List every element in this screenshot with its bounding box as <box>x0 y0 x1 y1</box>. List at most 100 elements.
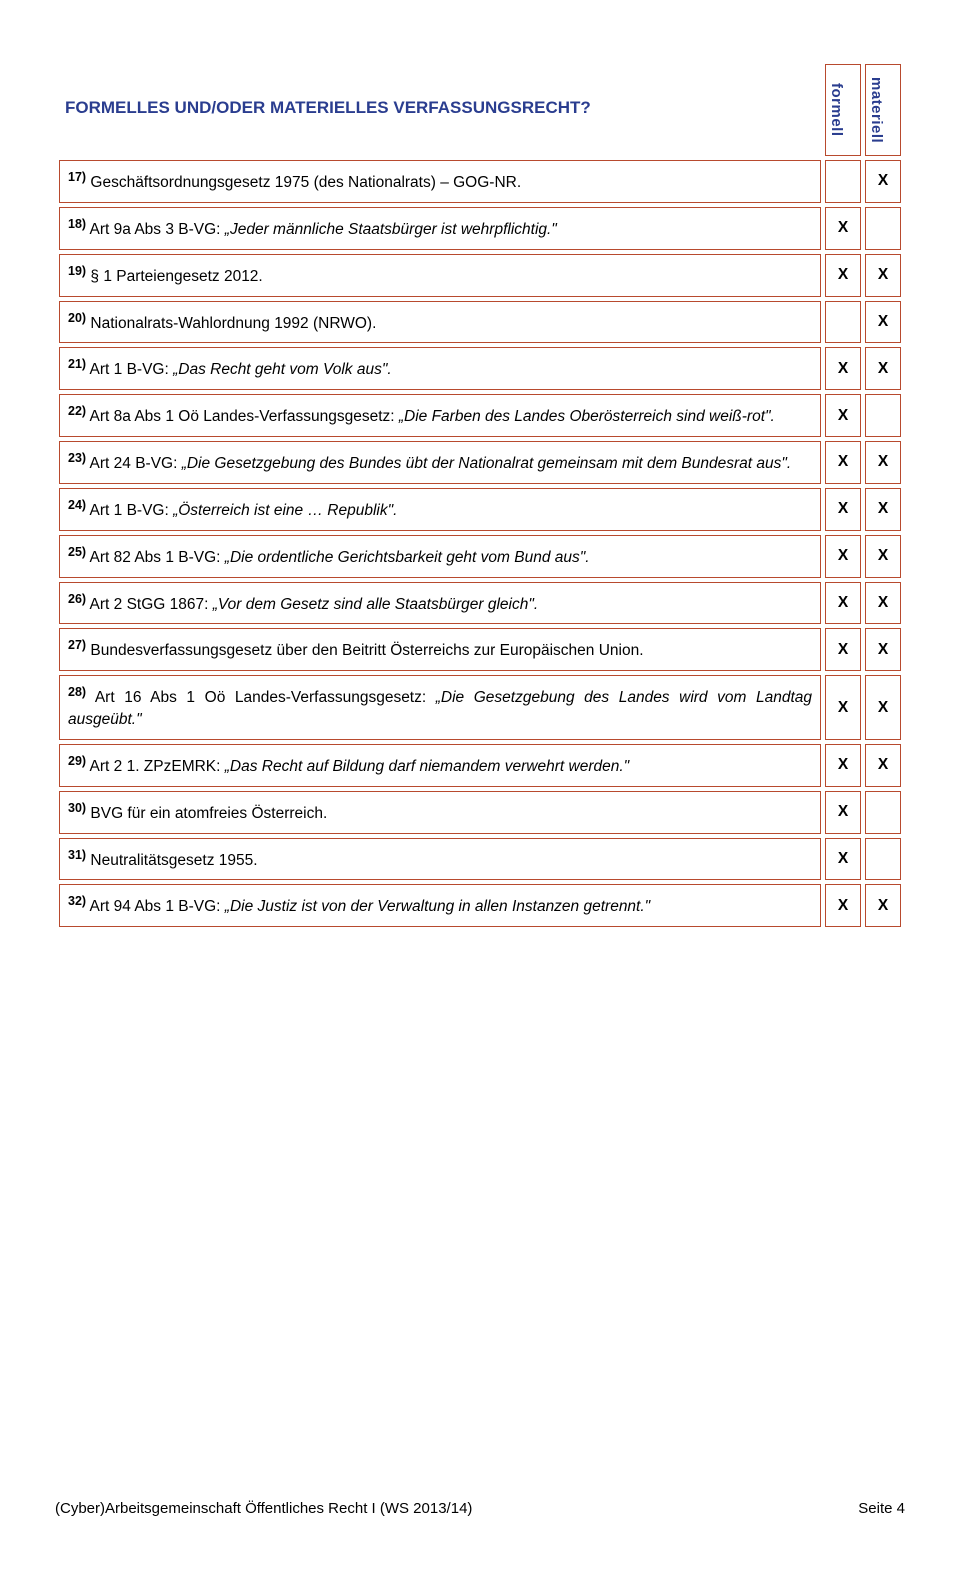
row-number: 32) <box>68 894 86 908</box>
mark-materiell: X <box>865 301 901 344</box>
mark-formell <box>825 301 861 344</box>
mark-formell: X <box>825 744 861 787</box>
row-number: 22) <box>68 404 86 418</box>
mark-formell: X <box>825 207 861 250</box>
table-row: 26) Art 2 StGG 1867: „Vor dem Gesetz sin… <box>59 582 901 625</box>
mark-materiell: X <box>865 254 901 297</box>
row-prefix: Art 82 Abs 1 B-VG: <box>90 549 225 566</box>
row-number: 18) <box>68 217 86 231</box>
row-description: 18) Art 9a Abs 3 B-VG: „Jeder männliche … <box>59 207 821 250</box>
row-description: 28) Art 16 Abs 1 Oö Landes-Verfassungsge… <box>59 675 821 740</box>
row-number: 31) <box>68 848 86 862</box>
row-quote: „Vor dem Gesetz sind alle Staatsbürger g… <box>213 596 538 613</box>
row-description: 19) § 1 Parteiengesetz 2012. <box>59 254 821 297</box>
row-number: 29) <box>68 754 86 768</box>
row-number: 30) <box>68 801 86 815</box>
row-prefix: Art 94 Abs 1 B-VG: <box>90 899 225 916</box>
table-row: 20) Nationalrats-Wahlordnung 1992 (NRWO)… <box>59 301 901 344</box>
row-description: 29) Art 2 1. ZPzEMRK: „Das Recht auf Bil… <box>59 744 821 787</box>
mark-formell: X <box>825 838 861 881</box>
table-row: 30) BVG für ein atomfreies Österreich.X <box>59 791 901 834</box>
col-header-formell: formell <box>825 64 861 156</box>
row-quote: „Die Gesetzgebung des Bundes übt der Nat… <box>182 455 791 472</box>
mark-formell: X <box>825 535 861 578</box>
page-footer: (Cyber)Arbeitsgemeinschaft Öffentliches … <box>55 1500 905 1517</box>
mark-materiell: X <box>865 582 901 625</box>
table-row: 18) Art 9a Abs 3 B-VG: „Jeder männliche … <box>59 207 901 250</box>
table-row: 32) Art 94 Abs 1 B-VG: „Die Justiz ist v… <box>59 884 901 927</box>
row-description: 27) Bundesverfassungsgesetz über den Bei… <box>59 628 821 671</box>
table-row: 27) Bundesverfassungsgesetz über den Bei… <box>59 628 901 671</box>
mark-formell: X <box>825 675 861 740</box>
table-row: 31) Neutralitätsgesetz 1955.X <box>59 838 901 881</box>
mark-materiell: X <box>865 628 901 671</box>
mark-materiell: X <box>865 744 901 787</box>
row-description: 20) Nationalrats-Wahlordnung 1992 (NRWO)… <box>59 301 821 344</box>
mark-formell: X <box>825 488 861 531</box>
row-number: 23) <box>68 451 86 465</box>
row-number: 28) <box>68 685 86 699</box>
row-description: 32) Art 94 Abs 1 B-VG: „Die Justiz ist v… <box>59 884 821 927</box>
col-header-formell-label: formell <box>828 83 845 137</box>
row-description: 31) Neutralitätsgesetz 1955. <box>59 838 821 881</box>
table-title: FORMELLES UND/ODER MATERIELLES VERFASSUN… <box>59 64 821 156</box>
mark-materiell <box>865 791 901 834</box>
mark-materiell <box>865 207 901 250</box>
row-prefix: Art 8a Abs 1 Oö Landes-Verfassungsgesetz… <box>90 408 399 425</box>
mark-formell: X <box>825 394 861 437</box>
mark-materiell: X <box>865 884 901 927</box>
footer-left: (Cyber)Arbeitsgemeinschaft Öffentliches … <box>55 1500 472 1517</box>
row-quote: „Österreich ist eine … Republik". <box>173 502 397 519</box>
row-text: Nationalrats-Wahlordnung 1992 (NRWO). <box>90 315 376 332</box>
table-row: 29) Art 2 1. ZPzEMRK: „Das Recht auf Bil… <box>59 744 901 787</box>
row-quote: „Die ordentliche Gerichtsbarkeit geht vo… <box>225 549 590 566</box>
row-description: 24) Art 1 B-VG: „Österreich ist eine … R… <box>59 488 821 531</box>
row-text: Bundesverfassungsgesetz über den Beitrit… <box>90 643 643 660</box>
mark-formell: X <box>825 628 861 671</box>
row-description: 21) Art 1 B-VG: „Das Recht geht vom Volk… <box>59 347 821 390</box>
mark-formell: X <box>825 347 861 390</box>
row-description: 30) BVG für ein atomfreies Österreich. <box>59 791 821 834</box>
table-row: 25) Art 82 Abs 1 B-VG: „Die ordentliche … <box>59 535 901 578</box>
table-row: 22) Art 8a Abs 1 Oö Landes-Verfassungsge… <box>59 394 901 437</box>
table-row: 21) Art 1 B-VG: „Das Recht geht vom Volk… <box>59 347 901 390</box>
row-prefix: Art 24 B-VG: <box>90 455 182 472</box>
row-prefix: Art 16 Abs 1 Oö Landes-Verfassungsgesetz… <box>95 689 436 706</box>
mark-materiell <box>865 838 901 881</box>
row-number: 24) <box>68 498 86 512</box>
row-prefix: Art 1 B-VG: <box>90 502 174 519</box>
footer-right: Seite 4 <box>858 1500 905 1517</box>
mark-formell: X <box>825 254 861 297</box>
row-quote: „Die Justiz ist von der Verwaltung in al… <box>225 899 650 916</box>
col-header-materiell: materiell <box>865 64 901 156</box>
mark-materiell <box>865 394 901 437</box>
row-number: 21) <box>68 357 86 371</box>
mark-formell: X <box>825 791 861 834</box>
mark-materiell: X <box>865 347 901 390</box>
row-prefix: Art 9a Abs 3 B-VG: <box>90 221 225 238</box>
row-prefix: Art 2 StGG 1867: <box>90 596 213 613</box>
mark-formell <box>825 160 861 203</box>
mark-materiell: X <box>865 488 901 531</box>
row-description: 22) Art 8a Abs 1 Oö Landes-Verfassungsge… <box>59 394 821 437</box>
row-quote: „Die Farben des Landes Oberösterreich si… <box>399 408 775 425</box>
table-row: 19) § 1 Parteiengesetz 2012.XX <box>59 254 901 297</box>
row-number: 25) <box>68 545 86 559</box>
row-prefix: Art 1 B-VG: <box>90 362 174 379</box>
row-number: 20) <box>68 311 86 325</box>
row-number: 27) <box>68 638 86 652</box>
row-text: Geschäftsordnungsgesetz 1975 (des Nation… <box>90 174 521 191</box>
mark-formell: X <box>825 441 861 484</box>
table-row: 24) Art 1 B-VG: „Österreich ist eine … R… <box>59 488 901 531</box>
row-quote: „Das Recht geht vom Volk aus". <box>173 362 392 379</box>
mark-formell: X <box>825 582 861 625</box>
row-quote: „Das Recht auf Bildung darf niemandem ve… <box>225 758 629 775</box>
table-row: 17) Geschäftsordnungsgesetz 1975 (des Na… <box>59 160 901 203</box>
mark-materiell: X <box>865 535 901 578</box>
table-row: 28) Art 16 Abs 1 Oö Landes-Verfassungsge… <box>59 675 901 740</box>
mark-formell: X <box>825 884 861 927</box>
row-quote: „Jeder männliche Staatsbürger ist wehrpf… <box>225 221 557 238</box>
row-number: 17) <box>68 170 86 184</box>
row-text: BVG für ein atomfreies Österreich. <box>90 805 327 822</box>
verfassungsrecht-table: FORMELLES UND/ODER MATERIELLES VERFASSUN… <box>55 60 905 931</box>
